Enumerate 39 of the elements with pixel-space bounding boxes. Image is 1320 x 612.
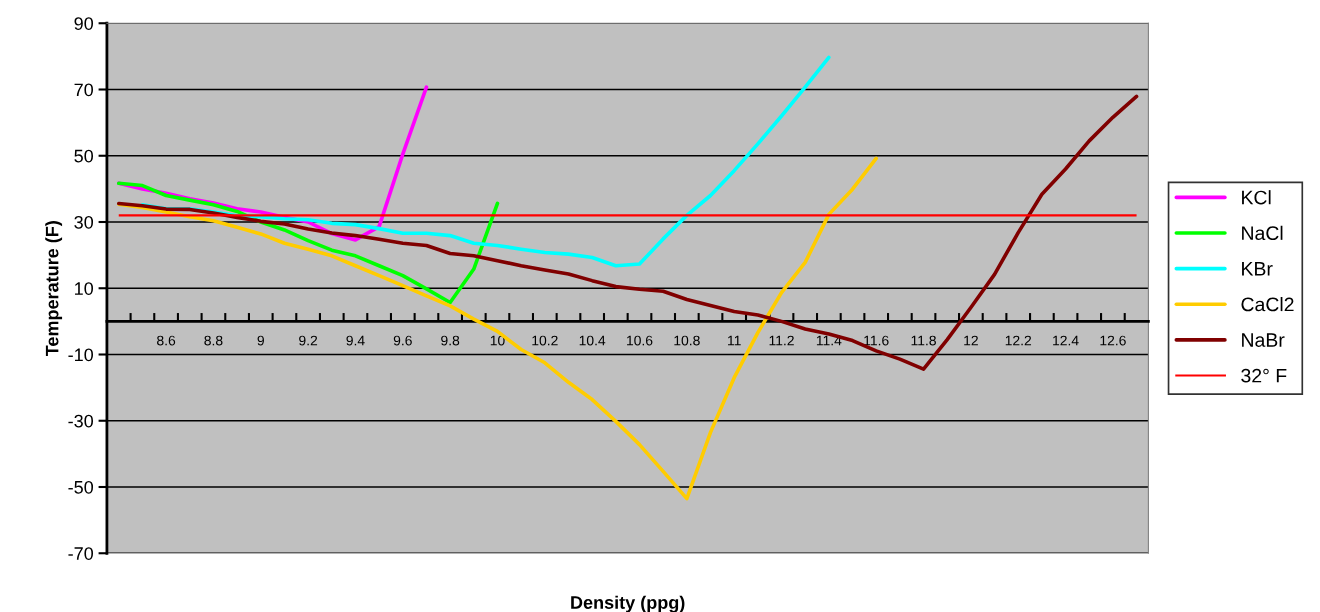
legend-label: 32° F (1241, 368, 1287, 383)
x-tick-label: 11 (728, 335, 741, 346)
x-tick-label: 10.2 (532, 335, 558, 346)
y-tick-label: -50 (68, 480, 94, 494)
x-tick-label: 12.2 (1005, 335, 1032, 346)
x-tick-label: 11.2 (769, 335, 794, 346)
x-tick-label: 11.8 (911, 335, 936, 346)
x-tick-label: 12.4 (1053, 335, 1079, 346)
x-tick-label: 10.6 (627, 335, 653, 346)
y-tick-label: -70 (68, 547, 94, 560)
x-tick-label: 12 (964, 335, 978, 346)
y-tick-label: 70 (74, 83, 94, 97)
y-tick-label: 50 (74, 149, 94, 163)
legend-label: NaCl (1242, 225, 1283, 241)
y-tick-label: 10 (75, 282, 94, 295)
x-tick-label: 12.6 (1100, 335, 1126, 346)
legend-label: KCl (1242, 190, 1271, 205)
legend-label: NaBr (1242, 333, 1285, 347)
x-tick-label: 8.8 (204, 335, 223, 346)
x-tick-label: 10.4 (579, 335, 606, 346)
line-series (116, 181, 500, 305)
y-tick-label: 90 (74, 17, 94, 30)
x-axis-title: Density (ppg) (571, 595, 685, 612)
x-tick-label: 11.6 (864, 335, 889, 346)
y-tick-label: -30 (68, 414, 94, 428)
x-tick-label: 10.8 (674, 335, 700, 346)
x-tick-label: 9.2 (299, 335, 318, 346)
y-tick-label: 30 (74, 215, 94, 229)
y-tick-label: -10 (68, 348, 94, 362)
x-tick-label: 9.8 (441, 335, 460, 346)
y-axis-title: Temperature (F) (45, 221, 63, 357)
line-series (116, 94, 1139, 371)
legend-label: KBr (1242, 262, 1273, 276)
x-tick-label: 8.6 (157, 335, 176, 346)
x-tick-label: 9.4 (346, 335, 365, 346)
x-tick-label: 9.6 (393, 335, 412, 346)
x-tick-label: 10 (490, 335, 505, 346)
x-tick-label: 9 (257, 335, 264, 346)
legend-label: CaCl2 (1241, 297, 1294, 312)
